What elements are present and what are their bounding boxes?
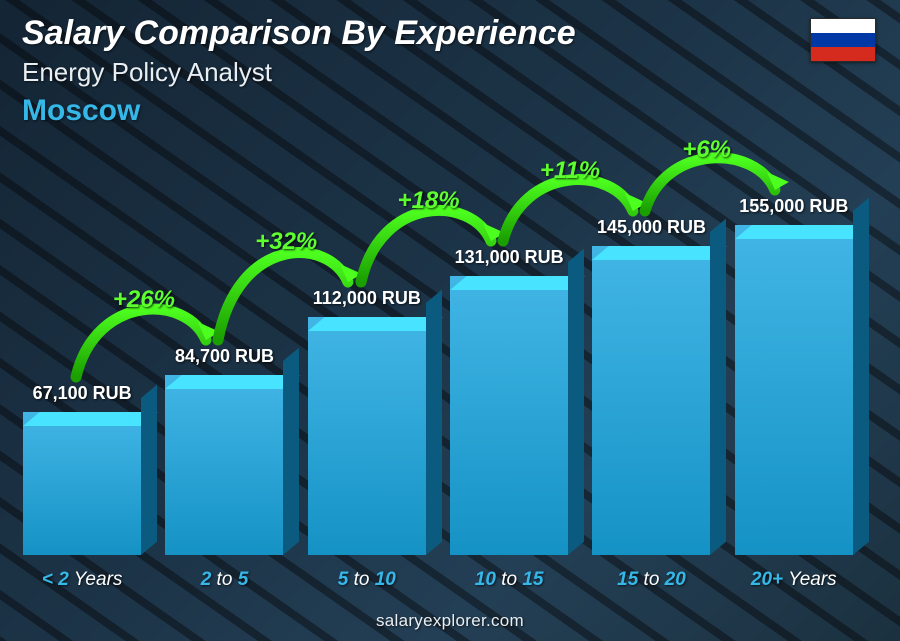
bar-top-face [450, 276, 585, 290]
bar-front-face [23, 412, 141, 555]
bar-top-face [308, 317, 443, 331]
page-subtitle: Energy Policy Analyst [22, 57, 576, 88]
x-label-1: 2 to 5 [162, 569, 286, 591]
bar-2: 112,000 RUB [305, 288, 429, 555]
bar-front-face [308, 317, 426, 555]
bar-4: 145,000 RUB [589, 217, 713, 555]
bar-top-face [23, 412, 158, 426]
bar-shape [735, 225, 853, 555]
bar-value-label: 67,100 RUB [33, 383, 132, 404]
bar-top-face [165, 375, 300, 389]
x-axis-labels: < 2 Years 2 to 5 5 to 10 10 to 15 15 to 20 20… [20, 569, 856, 591]
x-label-5: 20+ Years [732, 569, 856, 591]
flag-stripe-1 [811, 19, 875, 33]
infographic-stage: Salary Comparison By Experience Energy P… [0, 0, 900, 641]
bar-side-face [853, 198, 869, 555]
page-location: Moscow [22, 94, 576, 128]
page-title: Salary Comparison By Experience [22, 14, 576, 53]
flag-stripe-3 [811, 47, 875, 61]
bar-shape [165, 375, 283, 555]
delta-label-4: +6% [682, 136, 731, 164]
delta-label-3: +11% [540, 157, 600, 185]
bar-value-label: 131,000 RUB [455, 247, 564, 268]
x-label-3: 10 to 15 [447, 569, 571, 591]
bars-container: 67,100 RUB 84,700 RUB 112,000 RUB 131,000 R… [20, 175, 856, 555]
bar-side-face [710, 219, 726, 555]
bar-value-label: 145,000 RUB [597, 217, 706, 238]
footer-source: salaryexplorer.com [0, 611, 900, 631]
bar-chart: 67,100 RUB 84,700 RUB 112,000 RUB 131,000 R… [20, 150, 856, 591]
bar-shape [592, 246, 710, 555]
bar-shape [450, 276, 568, 555]
country-flag-russia [810, 18, 876, 62]
delta-label-1: +32% [255, 228, 317, 256]
flag-stripe-2 [811, 33, 875, 47]
header-block: Salary Comparison By Experience Energy P… [22, 14, 576, 128]
bar-value-label: 112,000 RUB [313, 288, 421, 309]
bar-side-face [568, 249, 584, 555]
bar-front-face [450, 276, 568, 555]
bar-side-face [426, 290, 442, 555]
bar-side-face [141, 385, 157, 555]
bar-front-face [592, 246, 710, 555]
bar-shape [23, 412, 141, 555]
bar-side-face [283, 348, 299, 555]
delta-label-0: +26% [113, 286, 175, 314]
bar-0: 67,100 RUB [20, 383, 144, 555]
x-label-4: 15 to 20 [589, 569, 713, 591]
delta-label-2: +18% [398, 187, 460, 215]
bar-top-face [592, 246, 727, 260]
bar-value-label: 155,000 RUB [739, 196, 848, 217]
bar-1: 84,700 RUB [162, 346, 286, 555]
bar-shape [308, 317, 426, 555]
x-label-0: < 2 Years [20, 569, 144, 591]
bar-3: 131,000 RUB [447, 247, 571, 555]
bar-front-face [165, 375, 283, 555]
bar-5: 155,000 RUB [732, 196, 856, 555]
bar-front-face [735, 225, 853, 555]
bar-value-label: 84,700 RUB [175, 346, 274, 367]
x-label-2: 5 to 10 [305, 569, 429, 591]
bar-top-face [735, 225, 870, 239]
